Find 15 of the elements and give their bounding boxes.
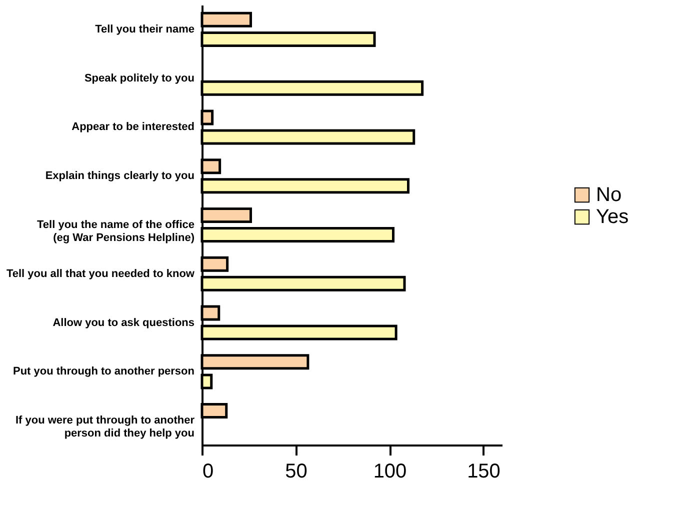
legend-label: Yes	[596, 206, 629, 228]
y-tick-label: If you were put through to another person did they help you	[15, 414, 196, 440]
legend-label: No	[596, 184, 622, 206]
y-tick-label: Tell you their name	[95, 23, 194, 36]
x-tick-label: 0	[202, 460, 214, 482]
x-tick-label: 50	[285, 460, 308, 482]
y-tick-label: Tell you all that you needed to know	[6, 268, 195, 280]
y-tick-label: Explain things clearly to you	[45, 170, 194, 182]
y-tick-label: Allow you to ask questions	[52, 316, 194, 329]
x-tick-label: 150	[467, 460, 500, 482]
y-tick-label: Speak politely to you	[84, 72, 194, 84]
y-tick-label: Tell you the name of the office (eg War Pensions Helpline)	[37, 219, 195, 244]
x-tick-label: 100	[373, 460, 407, 482]
y-tick-label: Put you through to another person	[13, 366, 195, 378]
y-tick-label: Appear to be interested	[72, 121, 194, 134]
